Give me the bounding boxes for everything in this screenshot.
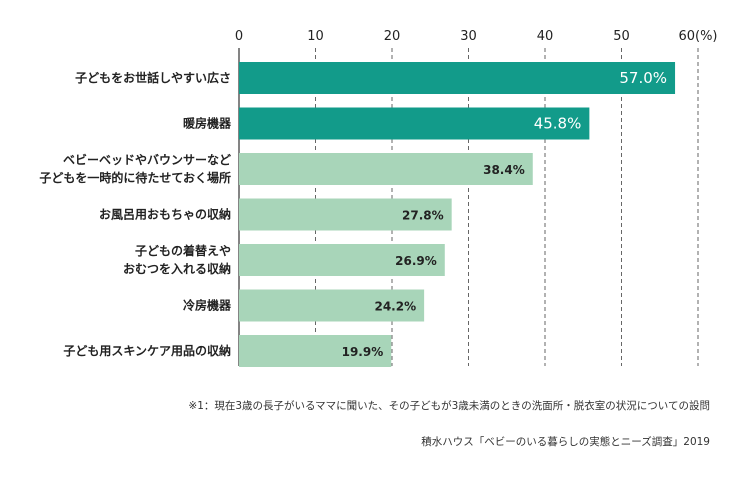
data-label: 38.4% (483, 163, 525, 177)
bar (239, 289, 425, 322)
data-label: 19.9% (342, 345, 384, 359)
category-label: 冷房機器 (183, 298, 232, 313)
x-tick-label: 10 (307, 29, 324, 44)
footnote: ※1：現在3歳の長子がいるママに聞いた、その子どもが3歳未満のときの洗面所・脱衣… (188, 400, 710, 412)
bar (239, 62, 676, 94)
category-label: 暖房機器 (183, 116, 232, 131)
category-label: お風呂用おもちゃの収納 (99, 207, 231, 222)
bar (239, 335, 392, 367)
bar-chart: 0 10 20 30 40 50 60(%) 子どもをお世話しやすい広さ 57.0% 暖房機器 45… (39, 29, 718, 367)
x-tick-label: 60(%) (678, 29, 717, 44)
data-label: 27.8% (402, 209, 444, 223)
x-tick-label: 30 (460, 29, 477, 44)
bar (239, 153, 533, 185)
data-label: 24.2% (374, 300, 416, 314)
category-label: 子どもを一時的に待たせておく場所 (39, 170, 231, 185)
x-tick-label: 50 (613, 29, 630, 44)
category-label: 子どもの着替えや (135, 243, 231, 258)
category-label: 子どもをお世話しやすい広さ (75, 70, 231, 85)
bar (239, 107, 590, 140)
category-label: ベビーベッドやバウンサーなど (63, 152, 231, 167)
data-label: 45.8% (534, 115, 582, 133)
source-note: 積水ハウス「ベビーのいる暮らしの実態とニーズ調査」2019 (421, 436, 710, 448)
category-label: おむつを入れる収納 (123, 261, 231, 276)
x-tick-label: 0 (235, 29, 243, 44)
bar (239, 198, 452, 231)
x-tick-label: 40 (537, 29, 554, 44)
bar (239, 244, 445, 276)
category-label: 子ども用スキンケア用品の収納 (63, 343, 231, 358)
x-tick-label: 20 (384, 29, 401, 44)
data-label: 26.9% (395, 254, 437, 268)
data-label: 57.0% (619, 69, 667, 87)
